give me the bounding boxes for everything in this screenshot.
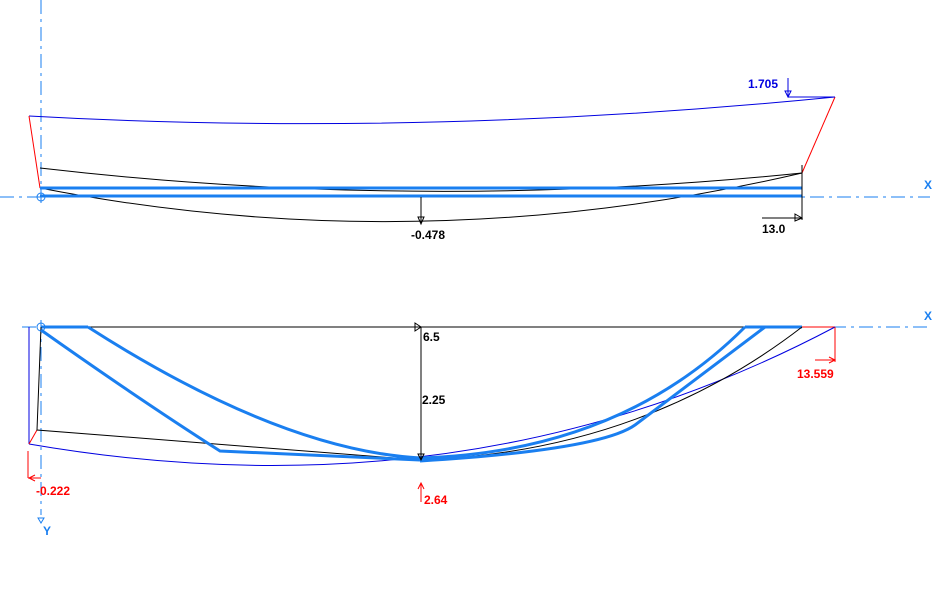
transom-offset-arrowhead — [27, 474, 36, 482]
overall-length-arrowhead — [828, 356, 837, 364]
transom-offset-label: -0.222 — [36, 484, 70, 498]
y-axis-arrowhead — [37, 517, 45, 524]
overall-length-label: 13.559 — [797, 367, 834, 381]
stem-line — [801, 96, 836, 174]
keel-depth-label: -0.478 — [411, 228, 445, 242]
sheer-line — [28, 96, 836, 125]
strake-curve-1 — [40, 328, 421, 462]
sheer-height-arrowhead — [784, 90, 792, 99]
max-beam-label: 2.64 — [424, 493, 448, 507]
half-beam-label: 2.25 — [422, 393, 446, 407]
strake-curve-3 — [419, 325, 747, 460]
max-beam-arrowhead — [417, 481, 425, 490]
transom-line — [28, 115, 41, 189]
strake-curve-4 — [419, 325, 766, 463]
profile-view: X 13.0 -0.478 1.705 — [0, 0, 932, 242]
outer-hull-line — [28, 326, 836, 466]
x-axis-label: X — [924, 309, 932, 323]
strake-curve-2 — [87, 325, 421, 460]
y-axis-label: Y — [43, 524, 51, 538]
length-label: 13.0 — [762, 222, 786, 236]
x-axis-label: X — [924, 178, 932, 192]
keel-depth-arrowhead — [417, 216, 425, 226]
transom-red — [28, 429, 38, 445]
plan-view: X Y 6.5 2.25 2.64 -0.222 13.559 — [22, 309, 932, 538]
chine-line — [39, 167, 803, 192]
length-arrowhead — [794, 213, 804, 222]
sheer-height-label: 1.705 — [748, 77, 778, 91]
top-label: 6.5 — [423, 330, 440, 344]
chine-line — [36, 326, 803, 461]
half-beam-arrowhead — [417, 453, 425, 462]
top-arrowhead — [414, 322, 422, 332]
